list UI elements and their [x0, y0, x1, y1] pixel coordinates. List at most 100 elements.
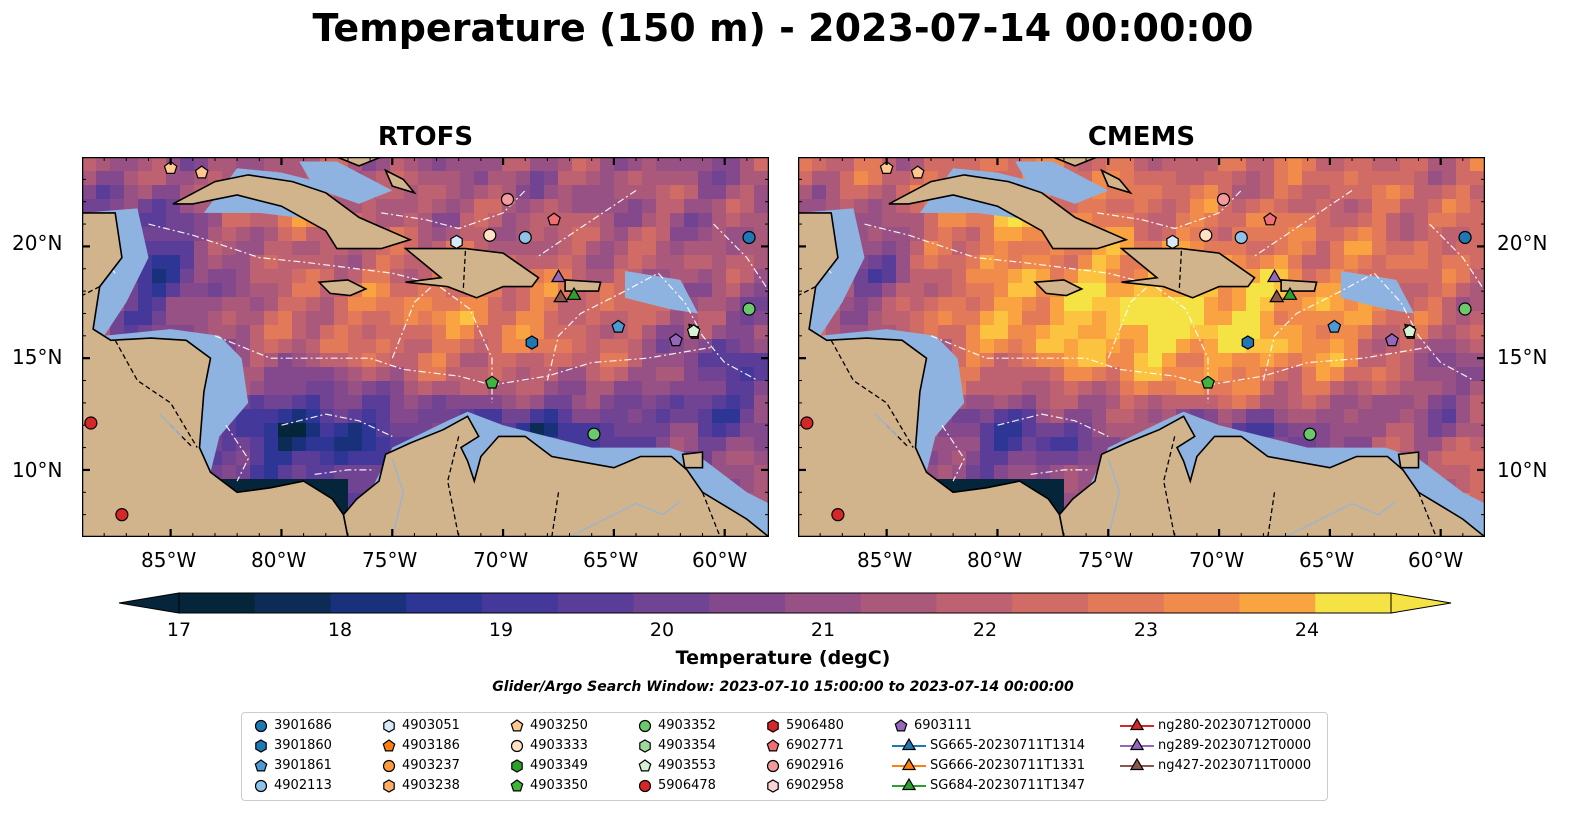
- marker-ng427-20230711T0000: [553, 289, 569, 303]
- observation-markers: [800, 160, 1472, 522]
- marker-4903051: [450, 234, 463, 250]
- eez-boundaries: [808, 190, 1485, 482]
- marker-ng289-20230712T0000: [1266, 268, 1283, 283]
- legend-symbol: [1129, 757, 1145, 771]
- colorbar-max-extend: [1390, 592, 1452, 614]
- rtofs-map-canvas: [82, 157, 769, 537]
- marker-4903250: [194, 165, 209, 179]
- legend-symbol: [510, 719, 524, 732]
- observation-legend: 3901686 3901860 3901861 4902113 4903051 49031…: [241, 712, 1328, 801]
- legend-symbol: [767, 719, 779, 733]
- legend-symbol: [1129, 737, 1145, 751]
- legend-symbol: [1129, 717, 1145, 731]
- land-trinidad: [1397, 451, 1420, 469]
- colorbar-segment: [254, 593, 331, 613]
- lon-label-80w-right: 80°W: [967, 548, 1023, 572]
- lon-label-75w-left: 75°W: [362, 548, 418, 572]
- marker-ng289-20230712T0000: [550, 268, 567, 283]
- marker-4903553: [1402, 324, 1417, 338]
- legend-marker-hexagon: [639, 739, 651, 753]
- legend-item-4903237: 4903237: [380, 755, 460, 775]
- land-puerto-rico: [564, 279, 602, 292]
- lat-label-10n-left: 10°N: [12, 458, 63, 482]
- colorbar-tick-19: 19: [488, 619, 514, 641]
- legend-item-SG665-20230711T1314: SG665-20230711T1314: [892, 735, 1085, 755]
- rivers: [875, 413, 1397, 537]
- temperature-colorbar: [118, 592, 1452, 614]
- legend-marker-circle: [382, 759, 396, 773]
- cmems-temperature-map: [798, 157, 1485, 537]
- cmems-map-canvas: [798, 157, 1485, 537]
- legend-label: 4903250: [530, 717, 588, 733]
- marker-4903350: [485, 375, 499, 389]
- marker-4903250: [879, 160, 894, 174]
- colorbar-segment: [860, 593, 937, 613]
- legend-item-6902958: 6902958: [764, 775, 844, 795]
- legend-marker-triangle-line: [1120, 737, 1154, 751]
- legend-marker-hexagon: [383, 719, 395, 733]
- land-trinidad: [681, 451, 704, 469]
- legend-item-4903250: 4903250: [508, 715, 588, 735]
- marker-4903333: [1199, 228, 1213, 242]
- colorbar-segment: [179, 593, 256, 613]
- marker-4903553: [686, 324, 701, 338]
- colorbar-segment: [557, 593, 634, 613]
- legend-marker-triangle-line: [892, 737, 926, 751]
- rtofs-temperature-map: [82, 157, 769, 537]
- map-frame: [798, 157, 1485, 537]
- legend-marker-pentagon: [894, 719, 908, 732]
- legend-symbol: [638, 779, 652, 793]
- legend-label: 6902771: [786, 737, 844, 753]
- colorbar-segment: [709, 593, 786, 613]
- legend-label: 4903333: [530, 737, 588, 753]
- legend-symbol: [254, 719, 268, 733]
- observation-markers: [84, 160, 756, 522]
- marker-4903333: [483, 228, 497, 242]
- land-jamaica: [1033, 279, 1084, 297]
- search-window-caption: Glider/Argo Search Window: 2023-07-10 15…: [492, 679, 1074, 695]
- land-cuba: [172, 174, 413, 250]
- lat-label-20n-left: 20°N: [12, 231, 63, 255]
- marker-4903250: [163, 160, 178, 174]
- colorbar-tick-22: 22: [972, 619, 998, 641]
- legend-symbol: [767, 779, 779, 793]
- legend-item-4903333: 4903333: [508, 735, 588, 755]
- colorbar-tick-24: 24: [1294, 619, 1320, 641]
- legend-label: 3901861: [274, 757, 332, 773]
- legend-item-6903111: 6903111: [892, 715, 972, 735]
- marker-6902916: [1216, 192, 1231, 207]
- lon-label-80w-left: 80°W: [251, 548, 307, 572]
- marker-3901686: [1458, 230, 1472, 245]
- legend-marker-pentagon: [510, 779, 524, 792]
- legend-marker-circle: [254, 719, 268, 733]
- map-frame: [82, 157, 769, 537]
- legend-symbol: [383, 779, 395, 793]
- legend-marker-pentagon: [254, 759, 268, 772]
- lon-label-75w-right: 75°W: [1078, 548, 1134, 572]
- legend-marker-hexagon: [767, 779, 779, 793]
- legend-item-SG684-20230711T1347: SG684-20230711T1347: [892, 775, 1085, 795]
- panel-title-rtofs: RTOFS: [377, 122, 474, 152]
- legend-marker-triangle-line: [892, 777, 926, 791]
- legend-label: ng289-20230712T0000: [1158, 737, 1312, 753]
- legend-item-4903350: 4903350: [508, 775, 588, 795]
- marker-4902113: [1234, 230, 1248, 245]
- marker-ng427-20230711T0000: [1269, 289, 1285, 303]
- colorbar-tick-20: 20: [649, 619, 675, 641]
- colorbar-segment: [1163, 593, 1240, 613]
- colorbar-segment: [1012, 593, 1089, 613]
- legend-label: 5906480: [786, 717, 844, 733]
- legend-symbol: [383, 719, 395, 733]
- legend-symbol: [766, 739, 780, 752]
- legend-label: 4903238: [402, 777, 460, 793]
- marker-4903352: [587, 427, 601, 441]
- figure-title: Temperature (150 m) - 2023-07-14 00:00:0…: [312, 6, 1254, 50]
- legend-symbol: [894, 719, 908, 732]
- lon-label-85w-right: 85°W: [857, 548, 913, 572]
- legend-marker-hexagon: [511, 759, 523, 773]
- legend-marker-pentagon: [638, 759, 652, 772]
- legend-symbol: [382, 739, 396, 752]
- legend-label: SG665-20230711T1314: [930, 737, 1086, 753]
- marker-4903350: [1201, 375, 1215, 389]
- colorbar-segment: [1088, 593, 1165, 613]
